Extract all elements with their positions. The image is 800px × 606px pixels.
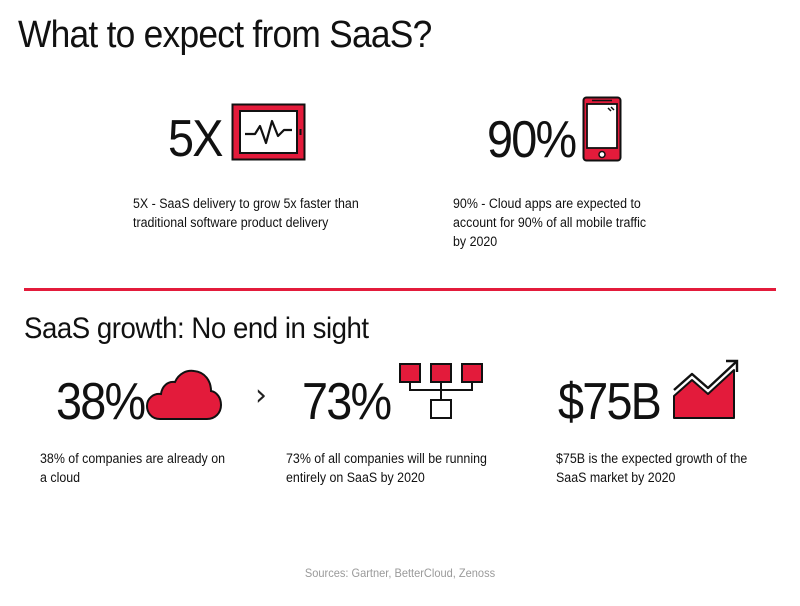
- description-line: SaaS market by 2020: [556, 470, 676, 485]
- monitor-chart-icon: [231, 103, 306, 161]
- sources-footnote: Sources: Gartner, BetterCloud, Zenoss: [304, 566, 496, 580]
- stat-73-description: 73% of all companies will be running ent…: [286, 449, 516, 487]
- description-line: 5X - SaaS delivery to grow 5x faster tha…: [133, 196, 359, 211]
- smartphone-icon: [582, 96, 622, 162]
- stat-38-description: 38% of companies are already on a cloud: [40, 449, 252, 487]
- description-line: 38% of companies are already on: [40, 451, 226, 466]
- growth-chart-icon: [672, 356, 744, 420]
- stat-90-description: 90% - Cloud apps are expected to account…: [453, 194, 729, 251]
- stat-75b-description: $75B is the expected growth of the SaaS …: [556, 449, 768, 487]
- stat-5x-value: 5X: [168, 110, 223, 168]
- description-line: account for 90% of all mobile traffic: [453, 215, 647, 230]
- section-divider: [24, 288, 776, 291]
- description-line: traditional software product delivery: [133, 215, 329, 230]
- chevron-right-icon: ›: [255, 378, 267, 413]
- stat-73-value: 73%: [302, 373, 392, 431]
- description-line: 73% of all companies will be running: [286, 451, 487, 466]
- stat-38-value: 38%: [56, 373, 146, 431]
- hierarchy-icon: [398, 362, 484, 422]
- cloud-icon: [146, 369, 222, 421]
- page-title: What to expect from SaaS?: [18, 14, 432, 56]
- stat-90-value: 90%: [487, 111, 577, 169]
- stat-5x-description: 5X - SaaS delivery to grow 5x faster tha…: [133, 194, 409, 232]
- section-title: SaaS growth: No end in sight: [24, 312, 369, 345]
- description-line: $75B is the expected growth of the: [556, 451, 748, 466]
- stat-75b-value: $75B: [558, 373, 662, 431]
- description-line: entirely on SaaS by 2020: [286, 470, 425, 485]
- description-line: a cloud: [40, 470, 81, 485]
- description-line: 90% - Cloud apps are expected to: [453, 196, 641, 211]
- description-line: by 2020: [453, 234, 498, 249]
